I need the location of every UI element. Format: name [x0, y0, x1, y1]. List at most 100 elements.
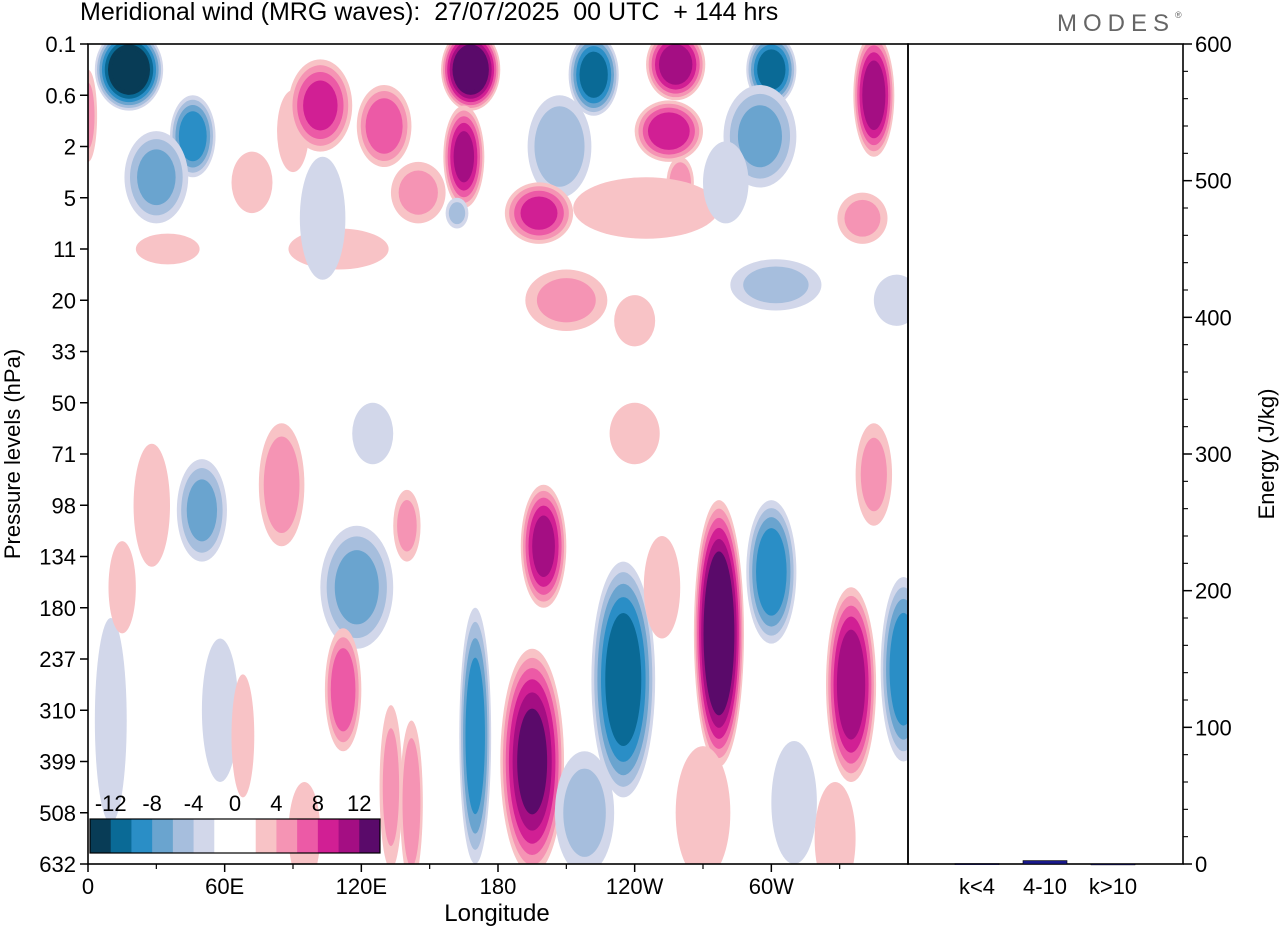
contour-band — [398, 170, 438, 215]
wave-cell — [500, 648, 565, 864]
wave-cell — [520, 484, 567, 608]
x-axis-label: Longitude — [444, 900, 549, 927]
contour-band — [231, 674, 255, 798]
contour-band — [186, 479, 218, 542]
contour-band — [860, 437, 887, 512]
wave-cell — [288, 59, 353, 152]
energy-category-label: 4-10 — [1023, 874, 1067, 899]
contour-band — [609, 402, 660, 465]
colorbar: -12 -8 -4 0 4 8 12 — [89, 791, 381, 854]
colorbar-label: 8 — [312, 791, 324, 816]
wave-cell — [393, 489, 421, 562]
wave-cell — [108, 541, 136, 634]
y-tick-label: 0.6 — [45, 83, 76, 108]
colorbar-swatch — [359, 819, 381, 853]
contour-band — [889, 612, 908, 726]
energy-tick-label: 500 — [1195, 169, 1232, 194]
wave-cell — [133, 443, 170, 567]
colorbar-swatch — [110, 819, 132, 853]
contour-band — [573, 177, 719, 239]
colorbar-swatch — [131, 819, 153, 853]
contour-band — [382, 728, 400, 847]
contour-band — [448, 202, 466, 225]
wave-cell — [873, 274, 908, 326]
colorbar-label: 12 — [347, 791, 371, 816]
contour-band — [532, 515, 555, 577]
wave-cell — [201, 638, 239, 782]
y-tick-label: 98 — [52, 493, 76, 518]
y-tick-label: 50 — [52, 391, 76, 416]
wave-cell — [258, 423, 305, 547]
wave-cell — [169, 95, 216, 178]
y-tick-label: 399 — [39, 750, 76, 775]
wave-cell — [702, 141, 749, 224]
contour-band — [455, 48, 486, 91]
contour-band — [605, 612, 642, 747]
colorbar-swatch — [338, 819, 360, 853]
colorbar-swatch — [214, 819, 236, 853]
y-tick-label: 71 — [52, 442, 76, 467]
energy-bar — [1022, 860, 1068, 865]
contour-band — [517, 708, 548, 815]
contour-band — [365, 98, 403, 154]
y-tick-label: 11 — [53, 237, 76, 262]
contour-band — [108, 541, 136, 634]
contour-band — [263, 436, 300, 534]
contour-band — [111, 48, 147, 91]
y-tick-label: 20 — [52, 288, 76, 313]
energy-category-label: k>10 — [1089, 874, 1137, 899]
contour-band — [135, 233, 200, 265]
wave-cell — [855, 423, 893, 526]
contour-band — [397, 499, 417, 552]
wave-cell — [135, 233, 200, 265]
y-tick-label: 5 — [64, 186, 76, 211]
wave-cell — [837, 192, 888, 244]
wave-cell — [443, 105, 485, 208]
contour-band — [453, 131, 475, 183]
heatmap-field — [88, 44, 908, 864]
contour-band — [743, 266, 809, 304]
energy-axis-label: Energy (J/kg) — [1254, 389, 1279, 520]
energy-category-label: k<4 — [959, 874, 995, 899]
wave-cell — [853, 44, 895, 157]
colorbar-swatch — [297, 819, 319, 853]
colorbar-swatch — [172, 819, 194, 853]
wave-cell — [525, 269, 608, 331]
chart-title: Meridional wind (MRG waves): 27/07/2025 … — [80, 0, 779, 26]
wave-cell — [504, 182, 574, 244]
energy-tick-label: 200 — [1195, 579, 1232, 604]
colorbar-label: -8 — [142, 791, 162, 816]
contour-band — [536, 278, 596, 323]
wave-cell — [609, 402, 660, 465]
colorbar-swatch — [255, 819, 277, 853]
contour-band — [94, 618, 127, 823]
contour-band — [402, 738, 421, 864]
wave-cell — [730, 259, 822, 311]
energy-panel: 0 100 200 300 400 500 600 Energy (J/kg) k<4 4-10 k… — [907, 32, 1279, 899]
contour-band — [756, 528, 787, 616]
y-tick-label: 2 — [64, 135, 76, 160]
y-tick-label: 0.1 — [45, 32, 76, 57]
y-tick-label: 632 — [39, 852, 76, 877]
wave-cell — [390, 161, 446, 224]
y-tick-label: 508 — [39, 801, 76, 826]
wave-cell — [634, 100, 704, 162]
wave-cell — [400, 720, 423, 864]
contour-band — [844, 199, 881, 237]
contour-band — [303, 80, 338, 131]
contour-band — [534, 106, 585, 187]
wave-cell — [527, 95, 592, 198]
y-tick-label: 33 — [52, 340, 76, 365]
contour-band — [771, 741, 817, 864]
wave-cell — [231, 674, 255, 798]
contour-band — [675, 746, 731, 864]
wave-cell — [379, 705, 403, 864]
contour-band — [647, 112, 690, 150]
colorbar-swatch — [152, 819, 174, 853]
colorbar-frame — [89, 818, 381, 854]
colorbar-swatch — [317, 819, 339, 853]
contour-band — [334, 550, 379, 625]
colorbar-label: 0 — [229, 791, 241, 816]
contour-band — [520, 196, 558, 230]
